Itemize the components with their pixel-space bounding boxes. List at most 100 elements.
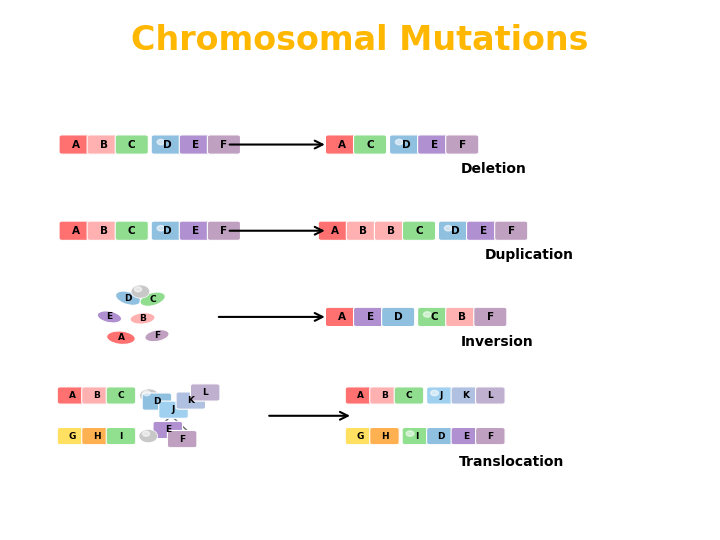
FancyBboxPatch shape [467,221,500,240]
Text: Translocation: Translocation [459,455,564,469]
FancyBboxPatch shape [207,135,240,154]
FancyBboxPatch shape [153,421,183,438]
Text: A: A [356,391,364,400]
FancyBboxPatch shape [167,430,197,448]
Text: F: F [459,139,466,150]
Circle shape [431,390,438,396]
FancyBboxPatch shape [382,307,415,327]
Circle shape [406,431,414,436]
FancyBboxPatch shape [87,221,120,240]
FancyBboxPatch shape [475,387,505,404]
Text: I: I [120,431,122,441]
Text: B: B [93,391,100,400]
Circle shape [135,287,142,292]
FancyBboxPatch shape [318,221,351,240]
FancyBboxPatch shape [354,307,387,327]
FancyBboxPatch shape [59,221,92,240]
Text: D: D [163,139,172,150]
Text: E: E [463,431,469,441]
FancyBboxPatch shape [107,428,136,444]
Text: J: J [172,405,175,414]
Circle shape [153,138,174,152]
Circle shape [420,310,440,324]
Text: D: D [163,226,172,236]
FancyBboxPatch shape [446,307,479,327]
Circle shape [139,429,158,443]
Text: K: K [462,391,469,400]
Text: D: D [451,226,459,236]
Text: A: A [71,139,80,150]
Text: F: F [154,331,160,340]
Text: A: A [68,391,76,400]
Circle shape [140,389,158,402]
Text: D: D [125,294,132,302]
Text: C: C [405,391,413,400]
FancyBboxPatch shape [438,221,472,240]
FancyBboxPatch shape [475,428,505,444]
Text: F: F [487,431,493,441]
FancyBboxPatch shape [370,428,399,444]
FancyBboxPatch shape [158,401,189,418]
Text: B: B [458,312,467,322]
FancyBboxPatch shape [82,428,111,444]
FancyBboxPatch shape [418,135,451,154]
FancyBboxPatch shape [402,428,431,444]
Circle shape [395,139,403,145]
FancyBboxPatch shape [179,135,212,154]
Text: C: C [431,312,438,322]
Ellipse shape [115,291,141,305]
FancyBboxPatch shape [107,387,136,404]
Text: Deletion: Deletion [460,163,526,176]
Text: H: H [381,431,388,441]
Text: A: A [330,226,339,236]
Text: F: F [179,435,185,443]
FancyBboxPatch shape [354,135,387,154]
Ellipse shape [130,313,155,324]
Text: D: D [153,397,161,406]
Circle shape [402,429,423,443]
Text: C: C [415,226,423,236]
Ellipse shape [97,311,122,323]
Text: D: D [438,431,445,441]
Circle shape [131,285,150,298]
Text: E: E [480,226,487,236]
Text: B: B [139,314,146,323]
Circle shape [143,431,150,436]
FancyBboxPatch shape [495,221,528,240]
FancyBboxPatch shape [58,387,87,404]
FancyBboxPatch shape [115,135,148,154]
Text: C: C [117,391,125,400]
FancyBboxPatch shape [142,393,171,410]
Circle shape [157,226,165,231]
Text: E: E [192,139,199,150]
Text: E: E [366,312,374,322]
FancyBboxPatch shape [176,392,206,409]
Text: C: C [128,139,135,150]
Text: G: G [68,431,76,441]
Ellipse shape [145,329,169,342]
Text: Inversion: Inversion [460,335,534,349]
Text: C: C [128,226,135,236]
FancyBboxPatch shape [325,307,359,327]
FancyBboxPatch shape [59,135,92,154]
FancyBboxPatch shape [58,428,87,444]
FancyBboxPatch shape [151,135,184,154]
Text: A: A [117,333,125,342]
Circle shape [153,224,174,238]
FancyBboxPatch shape [346,387,374,404]
Text: I: I [415,431,418,441]
FancyBboxPatch shape [374,221,408,240]
Text: A: A [71,226,80,236]
Text: B: B [387,226,395,236]
Text: E: E [107,313,112,321]
FancyBboxPatch shape [395,387,423,404]
FancyBboxPatch shape [346,428,374,444]
Text: E: E [165,426,171,435]
Circle shape [444,226,452,231]
Circle shape [143,391,150,396]
Text: L: L [202,388,208,397]
Text: D: D [394,312,402,322]
FancyBboxPatch shape [446,135,479,154]
Text: E: E [431,139,438,150]
Text: C: C [149,295,156,303]
